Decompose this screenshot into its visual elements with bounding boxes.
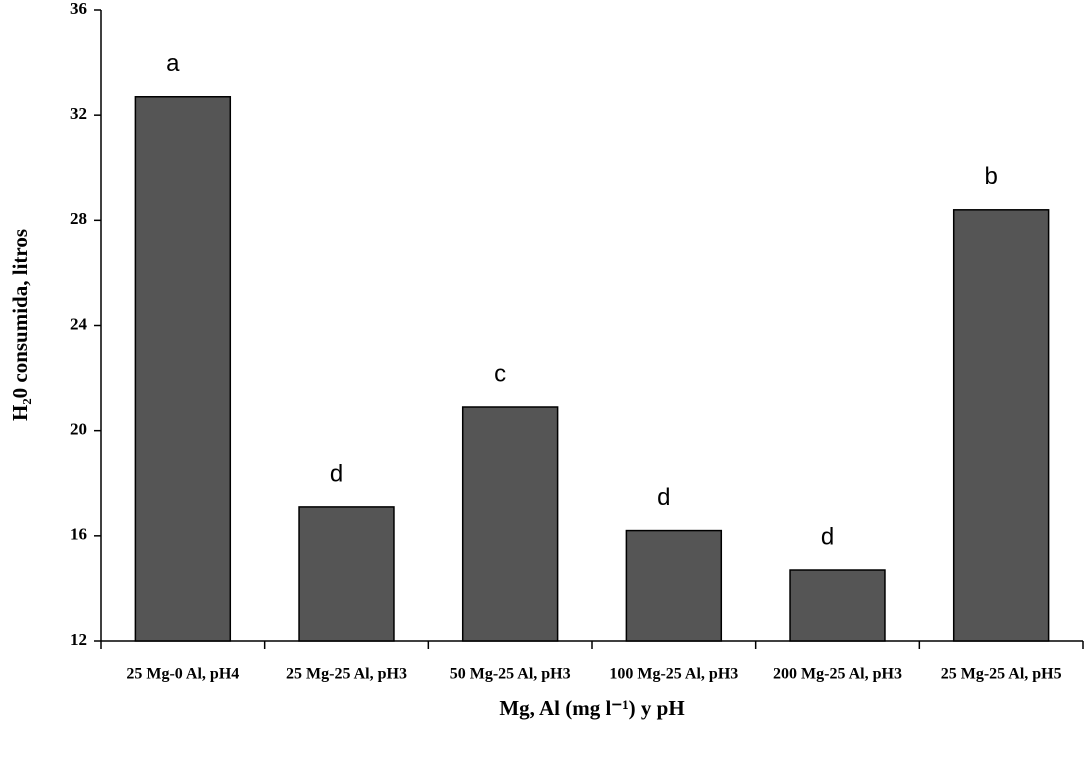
annotation: c xyxy=(494,360,506,387)
bar xyxy=(625,529,723,642)
y-tick-label: 12 xyxy=(70,630,87,649)
y-tick-label: 32 xyxy=(70,104,87,123)
y-tick-label: 28 xyxy=(70,209,87,228)
x-tick-label: 25 Mg-25 Al, pH5 xyxy=(941,666,1062,683)
annotation: d xyxy=(821,523,834,550)
y-tick-label: 20 xyxy=(70,420,87,439)
y-axis-label: H₂0 consumida, litros xyxy=(8,229,32,421)
x-tick-label: 100 Mg-25 Al, pH3 xyxy=(609,666,738,683)
bar xyxy=(134,96,232,642)
annotation: d xyxy=(330,460,343,487)
bar xyxy=(789,569,886,642)
x-axis-label: Mg, Al (mg l⁻¹) y pH xyxy=(499,696,684,720)
x-tick-label: 50 Mg-25 Al, pH3 xyxy=(450,666,571,683)
x-tick-label: 200 Mg-25 Al, pH3 xyxy=(773,666,902,683)
y-tick-label: 36 xyxy=(70,0,87,18)
annotation: a xyxy=(166,50,180,77)
x-tick-label: 25 Mg-25 Al, pH3 xyxy=(286,666,407,683)
bar xyxy=(952,209,1050,642)
y-tick-label: 24 xyxy=(70,314,88,333)
annotation: b xyxy=(984,163,997,190)
bar xyxy=(461,406,559,642)
annotation: d xyxy=(657,484,670,511)
bar xyxy=(298,506,395,642)
y-tick-label: 16 xyxy=(70,525,87,544)
x-tick-label: 25 Mg-0 Al, pH4 xyxy=(126,666,239,683)
